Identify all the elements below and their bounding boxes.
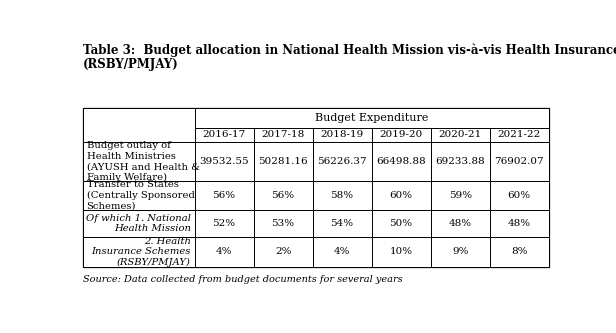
Bar xyxy=(83,181,195,210)
Text: 2016-17: 2016-17 xyxy=(203,131,246,140)
Text: 59%: 59% xyxy=(448,191,472,200)
Bar xyxy=(431,210,490,237)
Bar xyxy=(371,128,431,142)
Bar xyxy=(195,128,254,142)
Text: 54%: 54% xyxy=(331,219,354,228)
Bar xyxy=(312,181,371,210)
Text: (RSBY/PMJAY): (RSBY/PMJAY) xyxy=(83,58,179,71)
Text: 2021-22: 2021-22 xyxy=(498,131,541,140)
Text: 50281.16: 50281.16 xyxy=(258,157,308,166)
Bar xyxy=(312,237,371,267)
Text: Of which 1. National
Health Mission: Of which 1. National Health Mission xyxy=(86,213,191,233)
Bar xyxy=(490,142,549,181)
Text: Source: Data collected from budget documents for several years: Source: Data collected from budget docum… xyxy=(83,275,402,284)
Bar xyxy=(254,210,312,237)
Bar xyxy=(371,210,431,237)
Text: 53%: 53% xyxy=(272,219,294,228)
Bar xyxy=(312,210,371,237)
Text: 2019-20: 2019-20 xyxy=(379,131,423,140)
Bar xyxy=(195,181,254,210)
Bar xyxy=(254,128,312,142)
Text: 58%: 58% xyxy=(331,191,354,200)
Bar xyxy=(312,142,371,181)
Bar xyxy=(490,128,549,142)
Bar xyxy=(195,237,254,267)
Text: Table 3:  Budget allocation in National Health Mission vis-à-vis Health Insuranc: Table 3: Budget allocation in National H… xyxy=(83,44,616,57)
Text: 9%: 9% xyxy=(452,247,468,256)
Bar xyxy=(195,142,254,181)
Text: Budget outlay of
Health Ministries
(AYUSH and Health &
Family Welfare): Budget outlay of Health Ministries (AYUS… xyxy=(86,141,200,182)
Text: 60%: 60% xyxy=(389,191,413,200)
Bar xyxy=(83,210,195,237)
Bar xyxy=(83,108,549,267)
Bar xyxy=(431,237,490,267)
Text: 66498.88: 66498.88 xyxy=(376,157,426,166)
Text: 2%: 2% xyxy=(275,247,291,256)
Text: 56226.37: 56226.37 xyxy=(317,157,367,166)
Bar xyxy=(431,128,490,142)
Text: Budget Expenditure: Budget Expenditure xyxy=(315,113,428,123)
Text: 69233.88: 69233.88 xyxy=(436,157,485,166)
Text: 56%: 56% xyxy=(272,191,294,200)
Text: 50%: 50% xyxy=(389,219,413,228)
Bar xyxy=(371,142,431,181)
Bar xyxy=(195,210,254,237)
Bar xyxy=(490,210,549,237)
Bar xyxy=(490,237,549,267)
Text: 52%: 52% xyxy=(213,219,236,228)
Bar xyxy=(431,142,490,181)
Text: 4%: 4% xyxy=(334,247,351,256)
Bar xyxy=(254,142,312,181)
Bar xyxy=(371,181,431,210)
Bar xyxy=(490,181,549,210)
Bar xyxy=(371,237,431,267)
Bar xyxy=(195,108,549,128)
Bar xyxy=(83,142,195,181)
Text: 2018-19: 2018-19 xyxy=(320,131,363,140)
Text: 2017-18: 2017-18 xyxy=(261,131,305,140)
Text: 8%: 8% xyxy=(511,247,527,256)
Text: 39532.55: 39532.55 xyxy=(199,157,249,166)
Text: 2020-21: 2020-21 xyxy=(439,131,482,140)
Bar xyxy=(431,181,490,210)
Text: 4%: 4% xyxy=(216,247,232,256)
Text: 48%: 48% xyxy=(448,219,472,228)
Text: 10%: 10% xyxy=(389,247,413,256)
Bar xyxy=(312,128,371,142)
Text: Transfer to States
(Centrally Sponsored
Schemes): Transfer to States (Centrally Sponsored … xyxy=(86,180,195,211)
Bar xyxy=(254,181,312,210)
Bar xyxy=(83,108,195,142)
Text: 76902.07: 76902.07 xyxy=(495,157,544,166)
Text: 2. Health
Insurance Schemes
(RSBY/PMJAY): 2. Health Insurance Schemes (RSBY/PMJAY) xyxy=(91,236,191,267)
Text: 48%: 48% xyxy=(508,219,531,228)
Bar xyxy=(254,237,312,267)
Text: 56%: 56% xyxy=(213,191,236,200)
Text: 60%: 60% xyxy=(508,191,531,200)
Bar xyxy=(83,237,195,267)
